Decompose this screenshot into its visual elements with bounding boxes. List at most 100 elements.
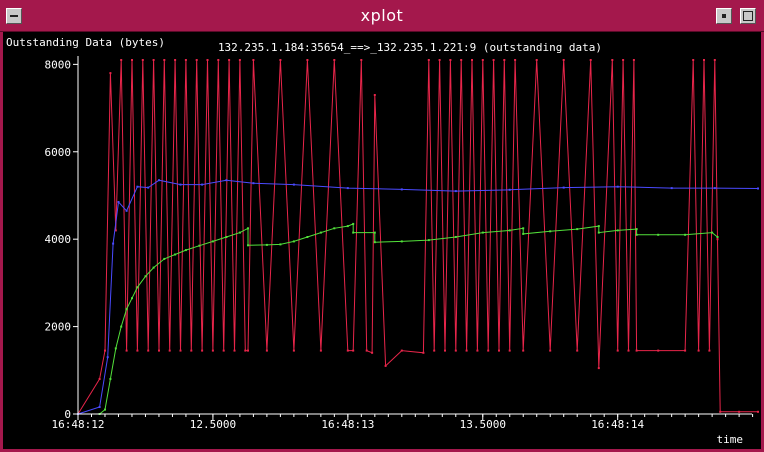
data-point [98, 378, 101, 380]
data-point [657, 349, 660, 352]
data-point [292, 240, 295, 243]
data-point [184, 249, 187, 252]
data-point [106, 356, 109, 359]
data-point [508, 229, 511, 232]
data-point [352, 349, 355, 352]
data-point [195, 59, 198, 61]
data-point [597, 231, 600, 234]
data-point [114, 347, 117, 350]
data-point [471, 59, 473, 61]
y-tick-label: 2000 [45, 321, 72, 334]
maximize-button[interactable] [740, 8, 756, 24]
data-point [104, 408, 106, 411]
data-point [211, 240, 214, 243]
data-point [112, 242, 115, 245]
title-bar[interactable]: xplot [0, 0, 764, 32]
data-point [716, 236, 719, 238]
data-point [136, 286, 139, 289]
data-point [635, 349, 638, 352]
data-point [711, 231, 714, 234]
data-point [352, 231, 355, 234]
data-point [158, 349, 160, 352]
data-point [136, 185, 139, 188]
data-point [252, 182, 255, 185]
data-point [657, 233, 660, 236]
data-point [292, 349, 295, 352]
data-point [508, 188, 511, 191]
data-point [120, 59, 123, 61]
window-title: xplot [360, 6, 404, 25]
data-point [201, 349, 204, 352]
data-point [125, 308, 128, 311]
data-point [476, 349, 479, 352]
data-point [757, 187, 759, 190]
data-point [144, 275, 147, 278]
data-point [306, 236, 309, 238]
data-point [346, 225, 349, 228]
data-point [109, 378, 112, 380]
data-point [503, 59, 506, 61]
data-point [373, 231, 376, 234]
data-point [252, 59, 255, 61]
data-point [465, 349, 468, 352]
data-point [174, 59, 177, 61]
data-point [611, 59, 614, 61]
data-point [622, 59, 625, 61]
data-point [670, 187, 673, 190]
data-point [333, 227, 336, 230]
data-point [549, 230, 552, 233]
y-tick-label: 6000 [45, 146, 72, 159]
y-tick-label: 4000 [45, 233, 72, 246]
data-point [719, 410, 722, 413]
data-point [684, 233, 687, 236]
data-point [114, 229, 117, 232]
data-point [158, 179, 160, 182]
data-point [460, 59, 463, 61]
data-point [632, 59, 635, 61]
data-point [716, 238, 719, 241]
data-point [152, 59, 155, 61]
data-point [247, 227, 249, 230]
data-point [222, 349, 225, 352]
x-tick-label: 16:48:13 [321, 418, 374, 431]
window-menu-button[interactable] [6, 8, 22, 24]
data-point [190, 349, 193, 352]
data-point [514, 59, 517, 61]
x-tick-label: 13.5000 [460, 418, 506, 431]
x-axis-label: time [717, 433, 744, 446]
data-point [400, 188, 403, 191]
data-point [247, 244, 249, 247]
x-tick-label: 16:48:12 [52, 418, 105, 431]
data-point [616, 349, 619, 352]
data-point [225, 236, 228, 238]
data-point [198, 244, 201, 247]
data-point [684, 349, 687, 352]
data-point [184, 59, 187, 61]
series-line [77, 59, 758, 415]
data-point [454, 349, 457, 352]
data-point [228, 59, 231, 61]
y-tick-label: 8000 [45, 58, 72, 71]
data-point [179, 183, 182, 186]
data-point [400, 349, 403, 352]
minimize-button[interactable] [716, 8, 732, 24]
data-point [549, 349, 552, 352]
data-point [616, 185, 619, 188]
chart-title: 132.235.1.184:35654_==>_132.235.1.221:9 … [218, 41, 602, 54]
data-point [487, 349, 490, 352]
y-axis-label: Outstanding Data (bytes) [6, 36, 165, 49]
data-point [179, 349, 182, 352]
data-point [371, 351, 374, 354]
data-point [757, 410, 759, 413]
data-point [217, 59, 220, 61]
data-point [597, 367, 600, 370]
data-point [597, 225, 600, 228]
data-point [400, 240, 403, 243]
data-point [481, 231, 484, 234]
data-point [163, 257, 166, 260]
data-point [481, 59, 484, 61]
data-point [438, 59, 441, 61]
series-0 [77, 179, 759, 415]
data-point [454, 236, 457, 238]
